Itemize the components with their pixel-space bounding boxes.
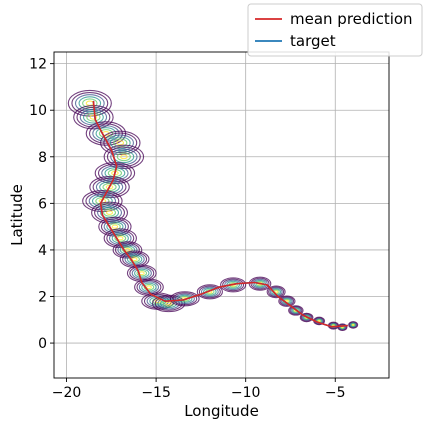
contour-ellipse bbox=[318, 320, 320, 321]
contour-ellipse bbox=[118, 237, 123, 240]
x-tick-label: −15 bbox=[141, 385, 171, 401]
legend-label: mean prediction bbox=[290, 10, 413, 28]
legend: mean prediction target bbox=[248, 4, 422, 56]
y-tick-label: 0 bbox=[38, 336, 47, 352]
contour-group bbox=[279, 296, 295, 306]
contour-ellipse bbox=[342, 327, 343, 328]
x-tick-label: −10 bbox=[231, 385, 261, 401]
x-axis-label: Longitude bbox=[184, 402, 259, 420]
contour-ellipse bbox=[112, 225, 117, 228]
y-tick-label: 2 bbox=[38, 290, 47, 306]
contour-ellipse bbox=[86, 101, 93, 105]
axis-ticks: −20 −15 −10 −5 0 2 4 6 8 10 12 bbox=[29, 57, 345, 401]
contour-ellipse bbox=[104, 209, 116, 216]
plot-area bbox=[68, 90, 357, 330]
contour-ellipse bbox=[352, 324, 353, 325]
y-tick-label: 8 bbox=[38, 150, 47, 166]
y-axis-label: Latitude bbox=[8, 184, 26, 246]
contour-ellipse bbox=[107, 211, 113, 214]
legend-label: target bbox=[290, 32, 336, 50]
contour-ellipse bbox=[87, 113, 100, 121]
x-tick-label: −20 bbox=[52, 385, 82, 401]
contour-ellipse bbox=[130, 266, 154, 280]
contour-ellipse bbox=[132, 258, 137, 261]
y-tick-label: 12 bbox=[29, 57, 47, 73]
y-tick-label: 4 bbox=[38, 243, 47, 259]
contour-ellipse bbox=[147, 286, 152, 289]
contour-ellipse bbox=[139, 272, 144, 275]
contour-group bbox=[349, 322, 358, 329]
uncertainty-contours bbox=[68, 90, 357, 330]
y-tick-label: 6 bbox=[38, 196, 47, 212]
contour-group bbox=[338, 324, 347, 331]
x-tick-label: −5 bbox=[325, 385, 346, 401]
y-tick-label: 10 bbox=[29, 103, 47, 119]
